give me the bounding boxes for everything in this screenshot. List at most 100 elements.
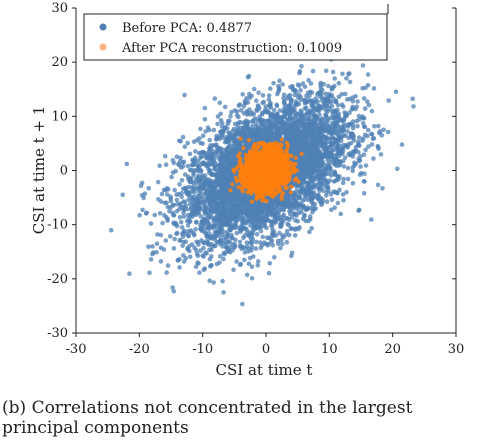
before-pca-point xyxy=(285,109,291,115)
before-pca-point xyxy=(222,210,228,215)
before-pca-point xyxy=(165,204,171,210)
before-pca-point xyxy=(193,149,198,154)
before-pca-point xyxy=(302,213,307,219)
before-pca-point xyxy=(249,241,254,246)
before-pca-point xyxy=(302,188,307,194)
before-pca-point xyxy=(228,113,233,119)
before-pca-point xyxy=(238,120,244,125)
before-pca-point xyxy=(290,195,296,201)
before-pca-point xyxy=(299,63,304,69)
before-pca-point xyxy=(321,117,327,122)
before-pca-point xyxy=(188,176,193,181)
before-pca-point xyxy=(309,198,314,204)
before-pca-point xyxy=(365,127,371,133)
before-pca-point xyxy=(227,130,232,136)
before-pca-point xyxy=(217,233,222,239)
before-pca-point xyxy=(170,285,175,290)
before-pca-point xyxy=(354,118,360,124)
before-pca-point xyxy=(339,118,345,123)
before-pca-point xyxy=(222,206,228,212)
before-pca-point xyxy=(199,194,205,200)
before-pca-point xyxy=(369,108,375,114)
before-pca-point xyxy=(326,150,331,155)
before-pca-point xyxy=(361,115,367,121)
before-pca-point xyxy=(163,238,169,243)
before-pca-point xyxy=(185,212,191,218)
before-pca-point xyxy=(344,76,349,81)
before-pca-point xyxy=(350,168,356,174)
before-pca-point xyxy=(284,228,290,234)
before-pca-point xyxy=(355,123,360,129)
before-pca-point xyxy=(296,210,302,215)
before-pca-point xyxy=(208,200,213,205)
before-pca-point xyxy=(160,220,165,226)
before-pca-point xyxy=(290,108,296,113)
before-pca-point xyxy=(365,72,371,77)
before-pca-point xyxy=(240,301,245,307)
before-pca-point xyxy=(202,203,207,208)
before-pca-point xyxy=(240,92,245,97)
before-pca-point xyxy=(174,197,180,203)
before-pca-point xyxy=(293,89,299,94)
before-pca-point xyxy=(251,86,257,92)
before-pca-point xyxy=(258,240,263,245)
before-pca-point xyxy=(331,179,337,184)
before-pca-point xyxy=(332,189,338,195)
before-pca-point xyxy=(327,165,333,170)
before-pca-point xyxy=(222,104,228,110)
before-pca-point xyxy=(341,176,346,182)
before-pca-point xyxy=(257,114,263,119)
before-pca-point xyxy=(191,139,197,144)
before-pca-point xyxy=(302,172,308,178)
before-pca-point xyxy=(274,102,280,107)
before-pca-point xyxy=(362,179,367,184)
before-pca-point xyxy=(158,245,164,251)
before-pca-point xyxy=(268,86,273,91)
before-pca-point xyxy=(238,108,244,113)
before-pca-point xyxy=(277,78,282,84)
before-pca-point xyxy=(337,134,343,139)
before-pca-point xyxy=(257,106,262,111)
before-pca-point xyxy=(217,100,223,106)
before-pca-point xyxy=(202,180,207,185)
before-pca-point xyxy=(168,194,173,199)
before-pca-point xyxy=(307,229,312,235)
before-pca-point xyxy=(281,212,287,218)
before-pca-point xyxy=(165,192,170,197)
before-pca-point xyxy=(186,244,192,249)
before-pca-point xyxy=(301,205,307,211)
before-pca-point xyxy=(313,182,318,188)
before-pca-point xyxy=(289,140,294,145)
before-pca-point xyxy=(344,142,349,148)
before-pca-point xyxy=(393,89,399,95)
before-pca-point xyxy=(177,215,183,220)
before-pca-point xyxy=(231,156,237,162)
before-pca-point xyxy=(324,199,330,204)
before-pca-point xyxy=(309,168,315,173)
before-pca-point xyxy=(275,238,281,244)
before-pca-point xyxy=(395,166,400,172)
before-pca-point xyxy=(303,218,309,224)
before-pca-point xyxy=(221,290,226,295)
before-pca-point xyxy=(353,94,358,99)
before-pca-point xyxy=(237,239,243,245)
before-pca-point xyxy=(376,123,381,129)
before-pca-point xyxy=(326,83,331,89)
before-pca-point xyxy=(256,128,262,133)
before-pca-point xyxy=(237,226,243,232)
before-pca-point xyxy=(350,181,356,186)
before-pca-point xyxy=(260,234,266,240)
before-pca-point xyxy=(271,80,276,86)
before-pca-point xyxy=(176,161,181,167)
before-pca-point xyxy=(296,226,301,232)
before-pca-point xyxy=(199,228,205,234)
before-pca-point xyxy=(357,172,363,177)
before-pca-point xyxy=(238,142,243,148)
before-pca-point xyxy=(298,87,303,93)
before-pca-point xyxy=(221,256,226,262)
before-pca-point xyxy=(174,154,180,159)
before-pca-point xyxy=(204,215,210,221)
before-pca-point xyxy=(214,150,219,155)
before-pca-point xyxy=(346,72,351,77)
